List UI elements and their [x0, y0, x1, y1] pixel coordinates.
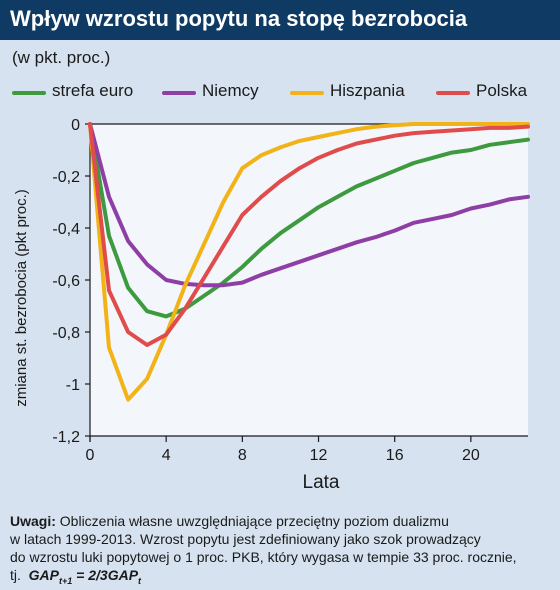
- y-tick-label: -0,2: [52, 169, 80, 186]
- notes: Uwagi: Obliczenia własne uwzględniające …: [10, 512, 555, 590]
- x-tick-label: 20: [462, 447, 480, 464]
- y-tick-label: -0,4: [52, 221, 80, 238]
- x-tick-label: 0: [86, 447, 95, 464]
- legend-swatch-polska: [436, 91, 470, 95]
- notes-line-1: Uwagi: Obliczenia własne uwzględniające …: [10, 512, 555, 530]
- notes-line-2: w latach 1999-2013. Wzrost popytu jest z…: [10, 531, 481, 547]
- title-bar: Wpływ wzrostu popytu na stopę bezrobocia: [0, 0, 560, 40]
- y-tick-label: -1: [66, 377, 80, 394]
- formula-lhs-sub: t+1: [59, 575, 73, 586]
- chart-subtitle: (w pkt. proc.): [12, 48, 111, 67]
- legend-swatch-strefa-euro: [12, 91, 46, 95]
- y-tick-label: -0,6: [52, 273, 80, 290]
- notes-text-1: Obliczenia własne uwzględniające przecię…: [59, 513, 449, 529]
- x-tick-label: 12: [310, 447, 328, 464]
- series-line-hiszpania: [88, 122, 530, 402]
- legend-label: Polska: [476, 81, 528, 100]
- formula: GAPt+1 = 2/3GAPt: [28, 567, 142, 586]
- x-axis-label: Lata: [303, 472, 340, 493]
- series-line-polska: [88, 122, 530, 347]
- plot-area: [90, 124, 528, 436]
- x-tick-label: 16: [386, 447, 404, 464]
- x-tick-label: 8: [238, 447, 247, 464]
- notes-label: Uwagi:: [10, 513, 56, 529]
- legend-label: Niemcy: [202, 81, 259, 100]
- y-axis-label: zmiana st. bezrobocia (pkt proc.): [13, 189, 30, 407]
- legend-label: Hiszpania: [330, 81, 405, 100]
- formula-lhs: GAP: [28, 567, 60, 583]
- series-line-strefa-euro: [88, 122, 530, 319]
- notes-text-4: tj.: [10, 567, 21, 583]
- legend-swatch-niemcy: [162, 91, 196, 95]
- formula-rhs-sub: t: [138, 575, 142, 586]
- x-tick-label: 4: [162, 447, 171, 464]
- legend-swatch-hiszpania: [290, 91, 324, 95]
- y-tick-label: -0,8: [52, 325, 80, 342]
- series-line-niemcy: [88, 122, 530, 288]
- notes-line-4: tj. GAPt+1 = 2/3GAPt: [10, 566, 555, 590]
- y-tick-label: -1,2: [52, 429, 80, 446]
- legend: strefa euro Niemcy Hiszpania Polska: [12, 80, 552, 104]
- y-tick-label: 0: [71, 117, 80, 134]
- chart-title: Wpływ wzrostu popytu na stopę bezrobocia: [10, 6, 468, 31]
- legend-label: strefa euro: [52, 81, 134, 100]
- line-chart: 0 -0,2 -0,4 -0,6 -0,8 -1 -1,2 0 4 8 12 16 20 Lata zmia…: [13, 117, 530, 493]
- notes-line-3: do wzrostu luki popytowej o 1 proc. PKB,…: [10, 549, 517, 565]
- formula-mid: = 2/3GAP: [72, 567, 139, 583]
